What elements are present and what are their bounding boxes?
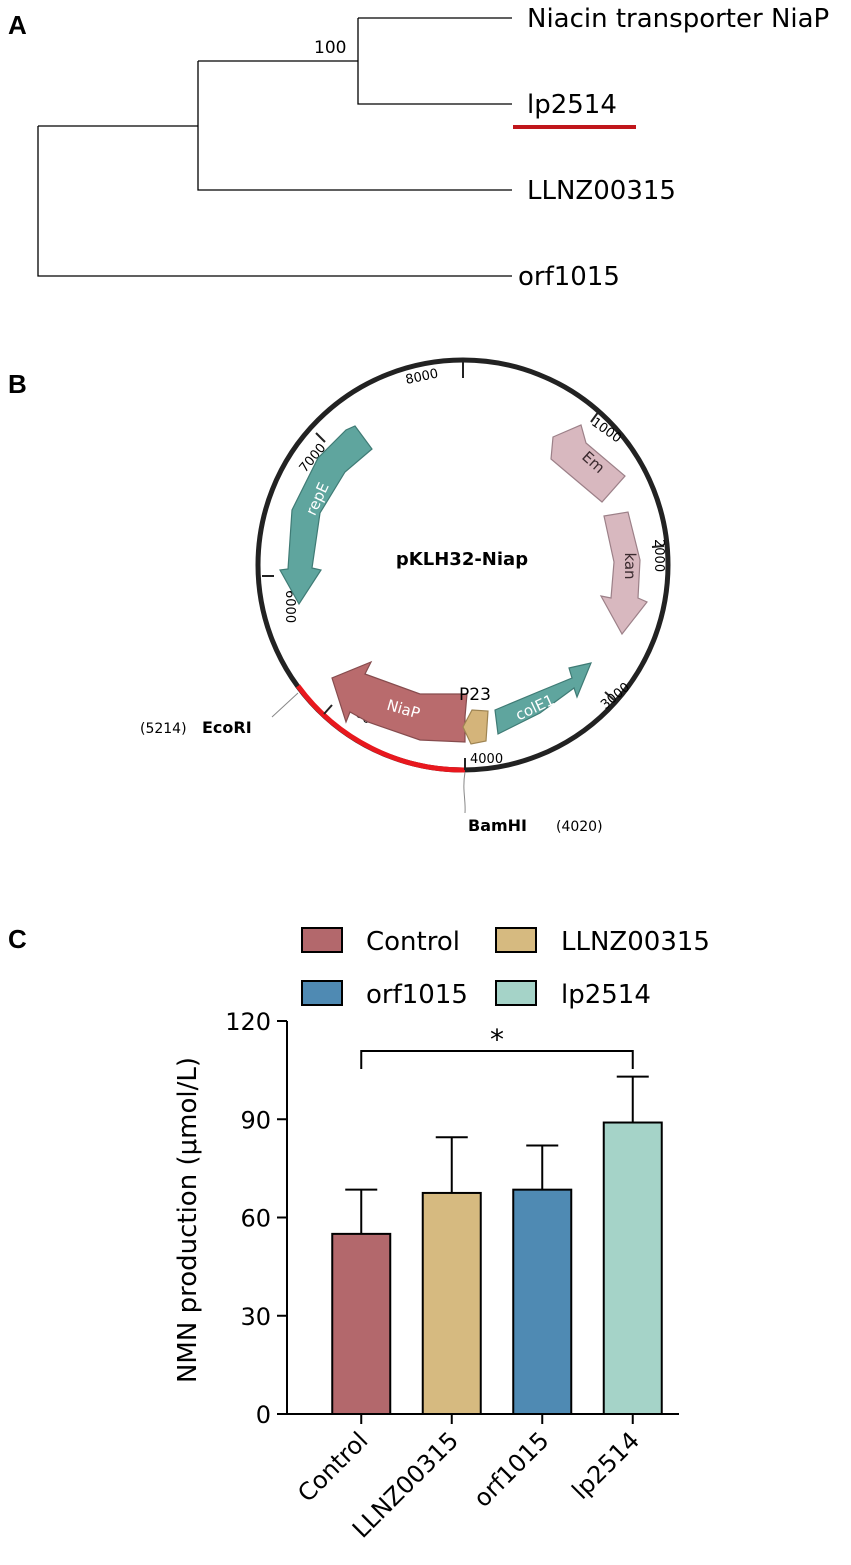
y-tick-label: 0 bbox=[256, 1401, 271, 1429]
tick-3000 bbox=[604, 691, 615, 701]
tree-leaf-llnz00315: LLNZ00315 bbox=[527, 176, 676, 206]
site-position-ecori: (5214) bbox=[140, 721, 187, 737]
legend-swatch-lp2514 bbox=[495, 980, 537, 1006]
bars bbox=[331, 1075, 663, 1416]
feature-niap-arrow bbox=[331, 660, 468, 743]
feature-label-kan: kan bbox=[621, 552, 639, 579]
panel-label-b: B bbox=[8, 369, 27, 399]
tick-label-4000: 4000 bbox=[470, 752, 503, 767]
bootstrap-value: 100 bbox=[314, 38, 346, 58]
x-tick-label: Control bbox=[292, 1426, 373, 1507]
tick-7000 bbox=[315, 432, 326, 443]
feature-em-arrow bbox=[550, 424, 626, 503]
legend: Control LLNZ00315 orf1015 lp2514 bbox=[301, 927, 710, 1010]
promoter-p23-arrow bbox=[462, 709, 489, 745]
panel-label-a: A bbox=[8, 10, 27, 40]
legend-label-lp2514: lp2514 bbox=[561, 980, 651, 1010]
bar-control bbox=[331, 1232, 392, 1415]
panel-b: B 1000 2000 3000 4000 5000 6000 7000 800… bbox=[8, 357, 671, 835]
legend-swatch-llnz00315 bbox=[495, 927, 537, 953]
tree-inner-node bbox=[197, 61, 512, 191]
tick-label-6000: 6000 bbox=[282, 590, 297, 623]
legend-label-control: Control bbox=[366, 927, 460, 957]
legend-label-orf1015: orf1015 bbox=[366, 980, 468, 1010]
legend-swatch-control bbox=[301, 927, 343, 953]
feature-repe-arrow bbox=[279, 425, 373, 606]
insert-arc bbox=[295, 684, 466, 773]
tick-5000 bbox=[323, 704, 333, 715]
site-position-bamhi: (4020) bbox=[556, 819, 603, 835]
x-tick-label: orf1015 bbox=[468, 1426, 554, 1512]
plasmid-name: pKLH32-Niap bbox=[396, 549, 528, 570]
significance-bracket: * bbox=[360, 1023, 634, 1069]
y-axis-title: NMN production (μmol/L) bbox=[173, 1057, 203, 1383]
tick-label-2000: 2000 bbox=[651, 539, 666, 572]
significance-line bbox=[360, 1050, 634, 1069]
legend-swatch-orf1015 bbox=[301, 980, 343, 1006]
legend-label-llnz00315: LLNZ00315 bbox=[561, 927, 710, 957]
y-tick-label: 120 bbox=[225, 1008, 271, 1036]
bar-lp2514 bbox=[602, 1121, 663, 1416]
feature-kan-arrow bbox=[599, 511, 648, 636]
y-tick-label: 60 bbox=[240, 1205, 271, 1233]
x-tick-label: lp2514 bbox=[567, 1426, 645, 1504]
tree-root-branch bbox=[37, 126, 512, 277]
tree-leaf-lp2514: lp2514 bbox=[527, 90, 617, 120]
site-name-ecori: EcoRI bbox=[202, 718, 252, 737]
significance-star: * bbox=[490, 1023, 504, 1056]
site-name-bamhi: BamHI bbox=[468, 816, 527, 835]
panel-label-c: C bbox=[8, 924, 27, 954]
promoter-label-p23: P23 bbox=[459, 685, 491, 705]
y-tick-label: 30 bbox=[240, 1303, 271, 1331]
bar-llnz00315 bbox=[421, 1191, 482, 1415]
panel-c: C Control LLNZ00315 orf1015 lp2514 NMN p… bbox=[8, 924, 710, 1543]
bamhi-leader bbox=[463, 771, 466, 814]
tree-leaf-niap: Niacin transporter NiaP bbox=[527, 4, 829, 34]
ecori-leader bbox=[271, 692, 299, 718]
tree-branches bbox=[37, 17, 512, 277]
plasmid-ticks bbox=[262, 360, 665, 770]
tree-top-clade bbox=[357, 17, 512, 105]
feature-cole1-arrow bbox=[494, 662, 592, 735]
tick-label-8000: 8000 bbox=[404, 366, 439, 388]
y-ticks: 0 30 60 90 120 bbox=[225, 1008, 287, 1429]
tree-leaf-orf1015: orf1015 bbox=[518, 262, 620, 292]
y-tick-label: 90 bbox=[240, 1106, 271, 1134]
panel-a: A 100 Niacin transporter NiaP lp2514 LLN… bbox=[8, 4, 829, 292]
bar-orf1015 bbox=[512, 1188, 573, 1415]
tick-2000 bbox=[651, 545, 665, 548]
tick-1000 bbox=[590, 410, 600, 423]
